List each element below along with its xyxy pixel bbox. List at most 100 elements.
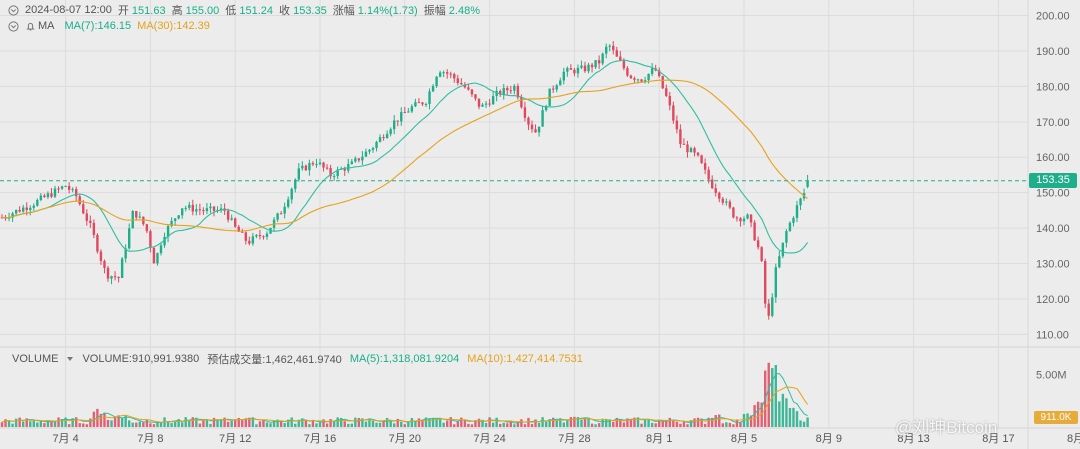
volume-bar [332, 420, 336, 427]
chevron-down-icon[interactable] [8, 20, 19, 32]
candle-body [626, 68, 629, 76]
candle-body [46, 193, 50, 198]
volume-bar [672, 420, 675, 427]
ma7-value: MA(7):146.15 [64, 20, 132, 32]
bell-icon[interactable] [25, 21, 36, 32]
candle-body [665, 88, 668, 96]
volume-bar [668, 417, 671, 427]
amplitude-value: 2.48% [448, 5, 480, 17]
candle-body [329, 167, 332, 177]
candle-body [428, 91, 431, 105]
candle-body [601, 53, 604, 64]
candle-body [195, 209, 198, 212]
volume-bar [375, 422, 378, 427]
volume-bar [156, 422, 159, 427]
volume-bar [113, 417, 117, 427]
volume-bar [142, 422, 145, 427]
volume-bar [36, 422, 39, 427]
candle-body [484, 103, 488, 105]
volume-bar [481, 419, 484, 427]
candle-body [658, 70, 661, 77]
volume-bar [453, 424, 456, 427]
volume-bar [82, 423, 85, 427]
volume-bar [22, 421, 25, 427]
candle-body [152, 247, 156, 264]
volume-bar [205, 419, 209, 427]
candle-body [14, 209, 18, 214]
watermark: @刘坤Bitcoin [895, 418, 998, 437]
candle-body [18, 209, 21, 212]
candle-body [749, 214, 753, 223]
candle-body [315, 164, 318, 166]
volume-bar [739, 422, 742, 427]
volume-bar [460, 417, 463, 427]
volume-bar [279, 420, 283, 427]
volume-bar [283, 423, 286, 427]
volume-bar [371, 421, 375, 427]
candle-body [248, 240, 251, 244]
x-tick-label: 7月 16 [304, 433, 336, 445]
candle-body [219, 208, 223, 210]
volume-bar [124, 415, 127, 427]
volume-bar [633, 417, 636, 427]
volume-bar [647, 418, 650, 427]
volume-bar [322, 419, 325, 427]
candle-body [735, 217, 739, 219]
volume-bar [707, 417, 710, 427]
volume-bar [686, 424, 689, 427]
volume-bar [435, 418, 438, 427]
candle-body [188, 204, 191, 208]
ma7-line [1, 59, 809, 254]
candle-body [431, 86, 435, 92]
candle-body [714, 188, 717, 193]
candle-body [438, 72, 442, 77]
volume-bar [188, 420, 191, 427]
volume-bar [244, 418, 247, 427]
candle-body [516, 85, 520, 98]
volume-bar [393, 423, 396, 427]
candle-body [590, 64, 594, 68]
candle-body [230, 218, 233, 220]
candle-body [619, 56, 622, 61]
volume-bar [477, 418, 481, 427]
change-value: 1.14%(1.73) [357, 5, 418, 17]
candle-body [322, 162, 325, 168]
candle-body [520, 97, 523, 108]
candle-body [212, 206, 216, 211]
candle-body [583, 65, 587, 72]
candle-body [636, 79, 640, 81]
candle-body [647, 73, 650, 81]
low-value: 151.24 [239, 5, 274, 17]
volume-bar [506, 423, 509, 427]
volume-bar [619, 418, 622, 427]
volume-bar [421, 420, 424, 427]
candle-body [375, 141, 378, 149]
volume-bar [318, 422, 322, 427]
candle-body [407, 111, 410, 113]
volume-bar [735, 419, 739, 427]
volume-bar [255, 424, 258, 427]
volume-bar [173, 420, 177, 427]
candle-body [36, 199, 39, 206]
candle-body [587, 64, 590, 72]
candle-body [541, 110, 544, 127]
volume-bar [89, 418, 92, 427]
volume-bar [799, 420, 802, 427]
volume-bar [756, 401, 760, 427]
candle-body [71, 189, 74, 191]
volume-bar [658, 420, 661, 427]
chevron-down-icon[interactable] [8, 4, 19, 16]
candle-body [145, 224, 149, 232]
volume-bar [675, 421, 679, 427]
volume-bar [396, 418, 399, 427]
dropdown-caret-icon[interactable] [66, 355, 74, 363]
candle-body [488, 103, 491, 105]
candle-body [382, 137, 385, 139]
candle-body [771, 297, 774, 316]
volume-bar [85, 424, 88, 427]
volume-bar [336, 417, 339, 427]
volume-bar [378, 422, 382, 427]
volume-bar [311, 419, 315, 427]
volume-bar [587, 418, 590, 427]
